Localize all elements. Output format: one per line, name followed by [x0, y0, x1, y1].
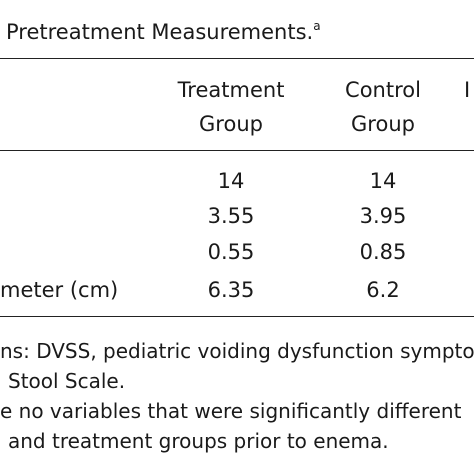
- footnote: ns: DVSS, pediatric voiding dysfunction …: [0, 339, 474, 363]
- rule: [0, 58, 474, 59]
- cell: 3.55: [207, 204, 255, 228]
- cell: 0.55: [207, 240, 255, 264]
- footnote: and treatment groups prior to enema.: [8, 429, 389, 453]
- rule: [0, 150, 474, 151]
- cell: 0.85: [359, 240, 407, 264]
- title-note-mark: a: [313, 19, 321, 33]
- title-text: Pretreatment Measurements.: [6, 20, 314, 44]
- footnote: Stool Scale.: [8, 369, 126, 393]
- cell: 14: [369, 169, 397, 193]
- cell: 3.95: [359, 204, 407, 228]
- table-title: Pretreatment Measurements.a: [6, 20, 321, 43]
- column-header: Group: [351, 112, 415, 136]
- column-header: I: [464, 78, 471, 102]
- column-header: Group: [199, 112, 263, 136]
- row-label: meter (cm): [0, 278, 119, 302]
- rule: [0, 316, 474, 317]
- cell: 6.35: [207, 278, 255, 302]
- cell: 14: [217, 169, 245, 193]
- column-header: Treatment: [177, 78, 285, 102]
- column-header: Control: [345, 78, 421, 102]
- footnote: e no variables that were significantly d…: [0, 399, 462, 423]
- cell: 6.2: [366, 278, 400, 302]
